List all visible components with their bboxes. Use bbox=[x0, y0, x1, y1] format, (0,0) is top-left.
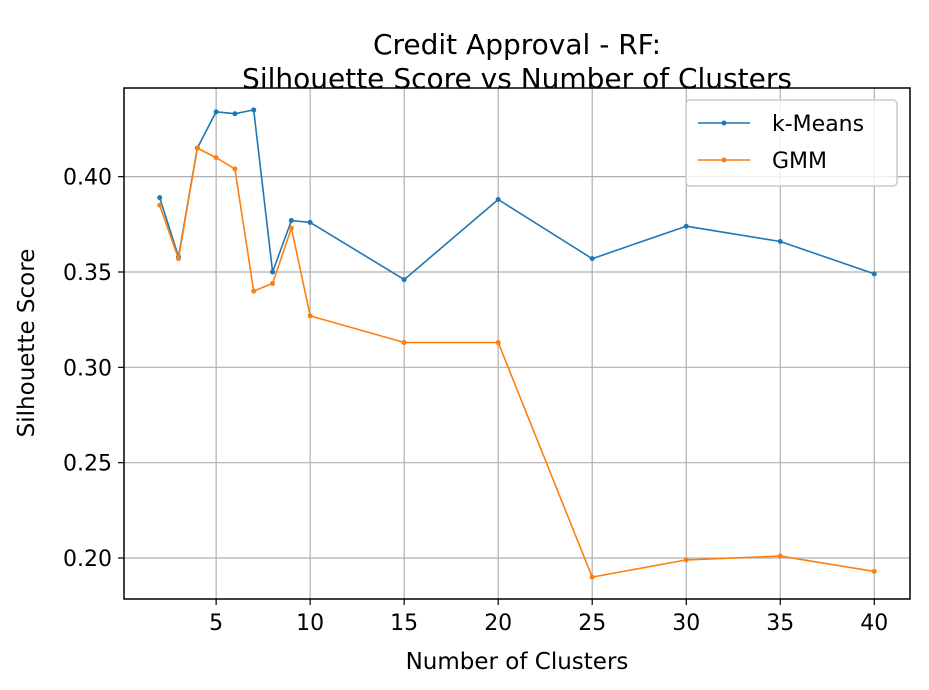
x-tick-label: 35 bbox=[766, 611, 794, 636]
data-point-k-means bbox=[213, 109, 219, 115]
legend-marker-kmeans bbox=[721, 120, 727, 126]
series-layer bbox=[157, 107, 877, 580]
x-tick-label: 30 bbox=[672, 611, 700, 636]
data-point-k-means bbox=[777, 238, 783, 244]
chart-subtitle: Silhouette Score vs Number of Clusters bbox=[242, 62, 792, 95]
x-tick-label: 10 bbox=[296, 611, 324, 636]
data-point-gmm bbox=[589, 574, 595, 580]
y-tick-label: 0.30 bbox=[63, 356, 112, 381]
data-point-k-means bbox=[683, 223, 689, 229]
data-point-k-means bbox=[157, 195, 163, 201]
data-point-gmm bbox=[194, 145, 200, 151]
data-point-k-means bbox=[589, 256, 595, 262]
data-point-gmm bbox=[401, 340, 407, 346]
data-point-gmm bbox=[232, 166, 238, 172]
data-point-gmm bbox=[157, 202, 163, 208]
data-point-k-means bbox=[232, 111, 238, 117]
data-point-k-means bbox=[495, 197, 501, 203]
data-point-k-means bbox=[288, 218, 294, 224]
data-point-gmm bbox=[307, 313, 313, 319]
data-point-gmm bbox=[683, 557, 689, 563]
data-point-k-means bbox=[871, 271, 877, 277]
legend-marker-gmm bbox=[721, 157, 727, 163]
data-point-k-means bbox=[270, 269, 276, 275]
data-point-k-means bbox=[251, 107, 257, 113]
data-point-k-means bbox=[401, 277, 407, 283]
x-tick-label: 25 bbox=[578, 611, 606, 636]
data-point-gmm bbox=[213, 155, 219, 161]
data-point-gmm bbox=[777, 553, 783, 559]
chart-title: Credit Approval - RF: bbox=[373, 28, 661, 61]
legend: k-Means GMM bbox=[685, 99, 898, 187]
data-point-k-means bbox=[307, 219, 313, 225]
data-point-gmm bbox=[871, 568, 877, 574]
y-axis-label: Silhouette Score bbox=[14, 249, 40, 438]
y-tick-label: 0.40 bbox=[63, 166, 112, 191]
y-tick-label: 0.35 bbox=[63, 261, 112, 286]
plot-frame bbox=[123, 87, 911, 600]
tick-layer: 5 10 15 20 25 30 35 40 0.20 0.25 0.30 0.35 0.40 bbox=[63, 166, 888, 636]
legend-label-kmeans: k-Means bbox=[772, 112, 864, 137]
x-axis-label: Number of Clusters bbox=[406, 649, 629, 675]
series-gmm bbox=[157, 145, 877, 580]
data-point-gmm bbox=[176, 256, 182, 262]
y-tick-label: 0.20 bbox=[63, 547, 112, 572]
legend-box bbox=[685, 99, 898, 187]
data-point-gmm bbox=[270, 280, 276, 286]
x-tick-label: 15 bbox=[390, 611, 418, 636]
legend-label-gmm: GMM bbox=[772, 149, 827, 174]
x-tick-label: 20 bbox=[484, 611, 512, 636]
data-point-gmm bbox=[495, 340, 501, 346]
y-tick-label: 0.25 bbox=[63, 452, 112, 477]
data-point-gmm bbox=[288, 225, 294, 231]
data-point-gmm bbox=[251, 288, 257, 294]
x-tick-label: 40 bbox=[860, 611, 888, 636]
x-tick-label: 5 bbox=[209, 611, 223, 636]
series-line-gmm bbox=[158, 147, 875, 578]
